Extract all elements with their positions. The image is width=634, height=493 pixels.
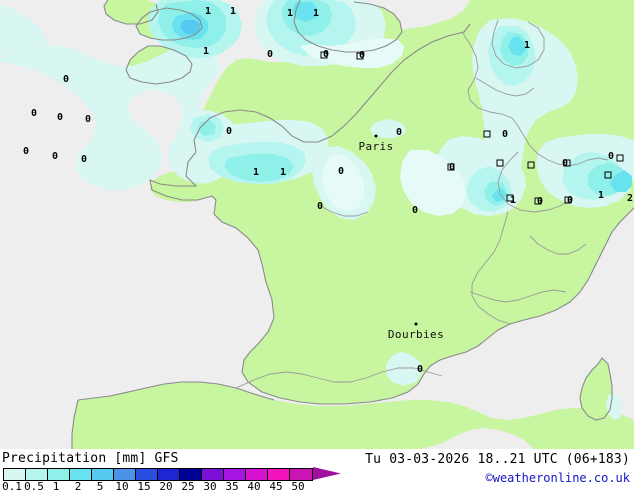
color-swatch (26, 469, 48, 480)
map-canvas (0, 0, 634, 449)
color-scale-tick: 0.5 (24, 480, 44, 493)
precip-area-corsica-east (606, 392, 622, 420)
station-marker (616, 154, 624, 162)
coastline-corsica (579, 357, 613, 421)
station-marker (564, 196, 572, 204)
copyright-notice: ©weatheronline.co.uk (485, 471, 631, 485)
station-marker (356, 52, 364, 60)
land-normandy-isles (234, 110, 244, 118)
city-label: Dourbies (387, 328, 445, 341)
color-swatch (268, 469, 290, 480)
station-marker (447, 163, 455, 171)
color-swatch (180, 469, 202, 480)
precip-area-wales-core (180, 20, 200, 34)
land-iberia (72, 382, 634, 449)
precip-area-brittany-north-core (198, 120, 216, 136)
precip-area-atlantic-nw (0, 4, 48, 66)
color-swatch (48, 469, 70, 480)
city-label: Paris (358, 140, 394, 153)
color-scale-tick: 20 (159, 480, 173, 493)
coastline-ireland (103, 0, 159, 25)
border-france-belgium (461, 31, 519, 127)
color-scale-tick: 30 (203, 480, 217, 493)
color-scale-tick: 1 (52, 480, 60, 493)
coastline-iberia-north (77, 381, 275, 401)
border-france-italy (471, 211, 511, 325)
coastline-france-west (149, 151, 281, 399)
station-marker (506, 194, 514, 202)
precip-area-alsace-core2 (492, 188, 506, 202)
precip-area-normandy-core (224, 154, 294, 182)
coastline-wales-cornwall (125, 45, 193, 85)
station-marker (320, 51, 328, 59)
coastline-italy-nw (539, 207, 634, 317)
color-scale-tick: 0.1 (2, 480, 22, 493)
color-swatch (202, 469, 224, 480)
color-scale-ticks: 0.1 0.5 1 2 5 10 15 20 25 30 35 40 45 50 (2, 480, 345, 493)
legend-title: Precipitation [mm] GFS (2, 451, 179, 466)
color-swatch (246, 469, 268, 480)
border-france-internal-1 (319, 205, 369, 217)
coastline-france-north (193, 23, 471, 153)
color-swatch (70, 469, 92, 480)
coastline-layer (71, 0, 634, 449)
color-scale-tick: 5 (96, 480, 104, 493)
color-swatch (92, 469, 114, 480)
precip-area-ne-france (400, 150, 466, 216)
precip-area-channel (300, 38, 404, 68)
color-scale-tick: 25 (181, 480, 195, 493)
precip-area-paris (370, 119, 406, 138)
precip-area-benelux-core2 (508, 36, 526, 56)
city-dot-icon (414, 322, 418, 326)
station-marker (604, 171, 612, 179)
color-swatch (136, 469, 158, 480)
color-scale-tick: 35 (225, 480, 239, 493)
station-marker (496, 159, 504, 167)
city-dot-icon (374, 134, 378, 138)
model-run-info: Tu 03-03-2026 18..21 UTC (06+183) (365, 452, 630, 467)
coastline-france-south (279, 315, 541, 405)
color-scale-tick: 10 (115, 480, 129, 493)
coastline-england-se (293, 0, 403, 53)
coastline-britain (135, 7, 203, 41)
station-marker (563, 159, 571, 167)
land-ireland-se (104, 0, 158, 24)
border-belgium-lux (475, 77, 535, 97)
station-marker (534, 197, 542, 205)
border-france-switzerland (497, 151, 571, 213)
color-swatch (290, 469, 312, 480)
land-corsica (580, 358, 612, 420)
color-swatch (114, 469, 136, 480)
color-swatch (224, 469, 246, 480)
color-scale-tick: 15 (137, 480, 151, 493)
color-swatch (158, 469, 180, 480)
map-footer: Precipitation [mm] GFS 0.1 0.5 1 2 5 10 15 20 25… (0, 449, 634, 493)
color-scale-tick: 50 (291, 480, 305, 493)
border-france-germany (517, 125, 609, 167)
border-alps-south (469, 289, 567, 303)
precip-area-germany-core2 (610, 170, 632, 192)
scale-overflow-arrow (313, 467, 341, 480)
color-scale-tick: 45 (269, 480, 283, 493)
precip-area-loire-2 (322, 154, 364, 212)
border-layer (235, 19, 609, 389)
color-scale-bar (3, 468, 313, 481)
border-spain-france (235, 367, 443, 389)
border-swiss-internal (529, 235, 587, 255)
precip-area-england-se-core (292, 2, 318, 22)
station-marker (527, 161, 535, 169)
border-netherlands (491, 19, 545, 69)
station-marker (483, 130, 491, 138)
color-scale-tick: 40 (247, 480, 261, 493)
precip-area-cevennes (386, 352, 422, 386)
color-scale-tick: 2 (74, 480, 82, 493)
coastline-iberia-west (71, 399, 79, 449)
color-swatch (4, 469, 26, 480)
